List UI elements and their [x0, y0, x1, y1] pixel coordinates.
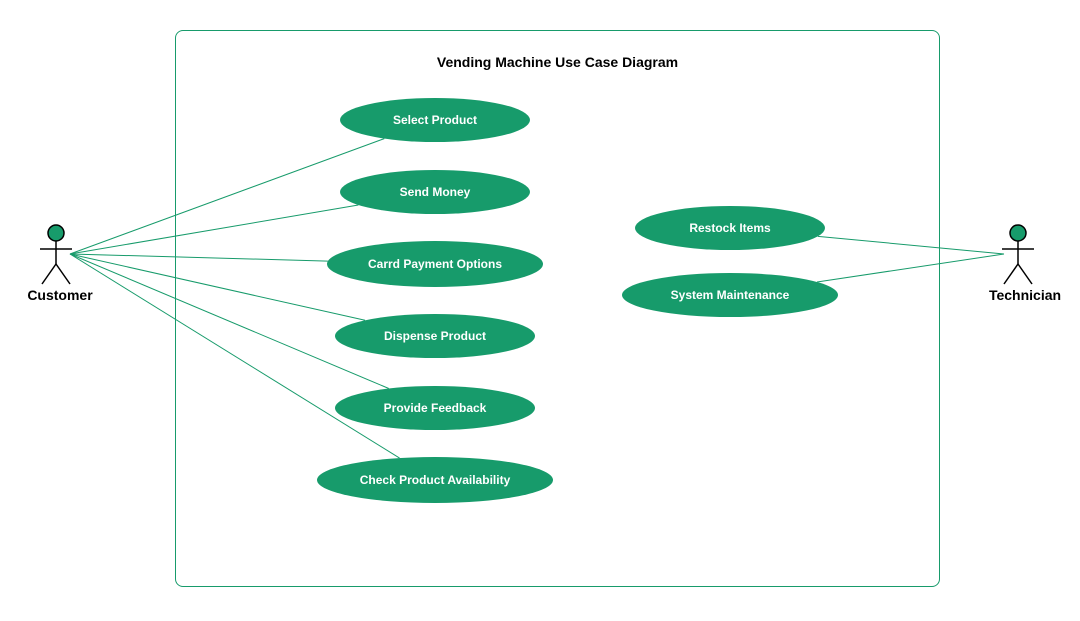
usecase-provide-feedback: Provide Feedback [335, 386, 535, 430]
usecase-card-payment: Carrd Payment Options [327, 241, 543, 287]
actor-label-technician: Technician [980, 287, 1070, 303]
actor-customer [38, 224, 74, 291]
system-boundary: Vending Machine Use Case Diagram [175, 30, 940, 587]
actor-technician [1000, 224, 1036, 291]
usecase-check-availability: Check Product Availability [317, 457, 553, 503]
actor-label-customer: Customer [20, 287, 100, 303]
usecase-restock-items: Restock Items [635, 206, 825, 250]
usecase-send-money: Send Money [340, 170, 530, 214]
usecase-dispense-product: Dispense Product [335, 314, 535, 358]
usecase-system-maintenance: System Maintenance [622, 273, 838, 317]
actor-figure-icon [38, 224, 74, 286]
usecase-select-product: Select Product [340, 98, 530, 142]
diagram-canvas: Vending Machine Use Case Diagram Select … [0, 0, 1080, 621]
actor-figure-icon [1000, 224, 1036, 286]
diagram-title: Vending Machine Use Case Diagram [176, 54, 939, 70]
